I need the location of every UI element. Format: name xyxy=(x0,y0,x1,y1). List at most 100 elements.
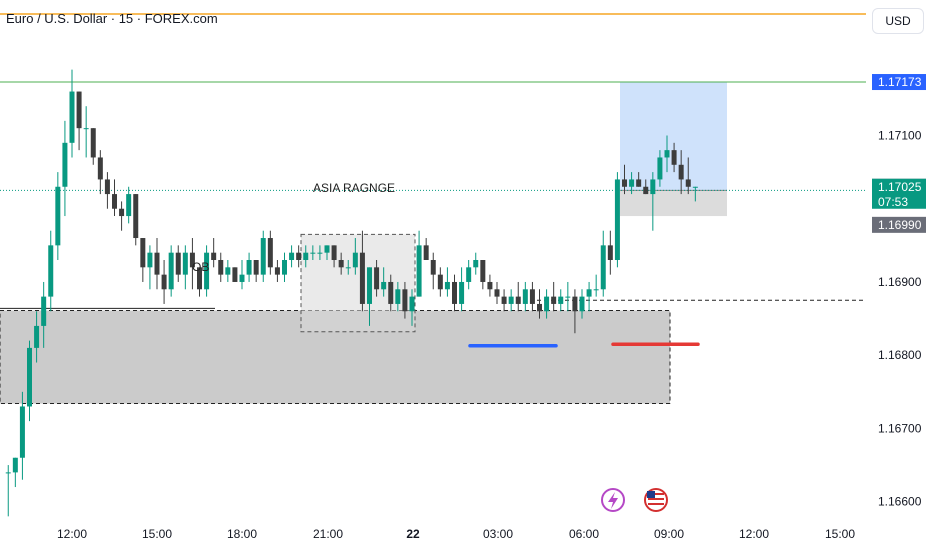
candle-body xyxy=(303,252,309,260)
candle-body xyxy=(501,296,507,304)
candle-body xyxy=(97,157,103,180)
candle-body xyxy=(189,252,195,268)
y-tick-label: 1.16800 xyxy=(878,348,922,362)
candle-body xyxy=(69,91,75,143)
currency-selector[interactable]: USD xyxy=(872,8,924,34)
candle-body xyxy=(402,289,408,312)
candle-body xyxy=(529,289,535,304)
candle-body xyxy=(182,252,188,275)
x-tick-label: 22 xyxy=(406,527,420,541)
us-flag-event-icon xyxy=(644,488,668,512)
y-tick-label: 1.16600 xyxy=(878,495,922,509)
candle-body xyxy=(671,150,677,165)
candle-body xyxy=(544,296,550,312)
axes-layer: 1.16600 1.16700 1.16800 1.16900 1.17100 1.171… xyxy=(57,74,926,541)
candle-body xyxy=(367,267,372,304)
candle-body xyxy=(374,267,380,290)
candle-body xyxy=(643,186,649,195)
take-profit-box xyxy=(620,82,727,191)
candle-body xyxy=(296,252,302,260)
candle-body xyxy=(636,179,642,187)
candle-body xyxy=(140,238,146,268)
candle-body xyxy=(352,252,358,268)
candle-body xyxy=(487,281,493,290)
candle-body xyxy=(90,128,96,158)
candle-body xyxy=(218,260,224,275)
candle-body xyxy=(565,296,571,298)
candle-body xyxy=(41,296,47,326)
candle-body xyxy=(274,267,280,275)
candle-body xyxy=(359,252,365,304)
candle-body xyxy=(282,260,287,275)
candle-body xyxy=(112,194,117,209)
candle-body xyxy=(310,252,316,254)
y-tick-label: 1.16700 xyxy=(878,421,922,435)
candle-body xyxy=(381,281,387,290)
candles-layer xyxy=(5,69,698,517)
candle-body xyxy=(34,325,40,348)
x-tick-label: 15:00 xyxy=(825,527,855,541)
candle-body xyxy=(650,179,656,195)
candle-body xyxy=(126,194,132,217)
candle-body xyxy=(154,252,160,275)
candle-body xyxy=(388,281,394,304)
candle-body xyxy=(466,267,472,282)
stop-price-tag-bg xyxy=(872,216,926,233)
chart-title: Euro / U.S. Dollar · 15 · FOREX.com xyxy=(6,11,218,26)
background-layer xyxy=(0,13,866,405)
y-tick-label: 1.17100 xyxy=(878,128,922,142)
candle-body xyxy=(331,245,337,260)
target-price-tag-bg xyxy=(872,74,926,91)
candle-body xyxy=(678,164,684,180)
candle-body xyxy=(593,289,599,291)
candle-body xyxy=(579,296,585,312)
candle-body xyxy=(338,260,344,268)
candle-body xyxy=(430,260,436,275)
candle-body xyxy=(62,142,68,187)
candle-body xyxy=(494,289,500,297)
candle-body xyxy=(232,267,238,282)
candle-body xyxy=(572,296,578,312)
candle-body xyxy=(614,179,620,260)
lightning-event-icon xyxy=(601,488,625,512)
candle-body xyxy=(104,179,110,195)
candle-body xyxy=(19,406,25,458)
lightning-bolt-shape xyxy=(608,492,618,509)
x-tick-label: 06:00 xyxy=(569,527,599,541)
candle-body xyxy=(508,296,514,304)
candle-body xyxy=(253,260,259,275)
us-flag-canton xyxy=(647,491,655,498)
candle-body xyxy=(48,245,54,297)
stop-loss-box xyxy=(620,190,727,217)
x-tick-label: 15:00 xyxy=(142,527,172,541)
stop-price-tag: 1.16990 xyxy=(878,218,922,232)
candle-body xyxy=(551,296,557,304)
candle-body xyxy=(225,267,231,275)
overlay-layer: ASIA RAGNGE OB xyxy=(192,181,700,512)
candle-body xyxy=(133,194,139,239)
candle-body xyxy=(473,260,479,268)
candle-body xyxy=(629,179,635,187)
candle-body xyxy=(5,472,11,474)
x-tick-label: 21:00 xyxy=(313,527,343,541)
candle-body xyxy=(147,252,153,268)
candle-body xyxy=(395,289,401,304)
candle-body xyxy=(289,252,295,260)
candle-body xyxy=(600,245,606,290)
candle-body xyxy=(586,289,592,297)
last-price-tag-bg xyxy=(872,178,926,209)
last-price-tag-countdown: 07:53 xyxy=(878,195,908,209)
candle-body xyxy=(537,303,542,312)
asia-range-label: ASIA RAGNGE xyxy=(313,181,395,195)
candle-body xyxy=(685,179,691,187)
candle-body xyxy=(607,245,613,260)
candle-body xyxy=(444,281,450,290)
candle-body xyxy=(27,347,32,407)
x-tick-label: 18:00 xyxy=(227,527,257,541)
candle-body xyxy=(12,457,18,473)
candle-body xyxy=(204,252,210,290)
candle-body xyxy=(175,252,181,275)
candle-body xyxy=(522,289,528,304)
candle-body xyxy=(55,186,61,246)
